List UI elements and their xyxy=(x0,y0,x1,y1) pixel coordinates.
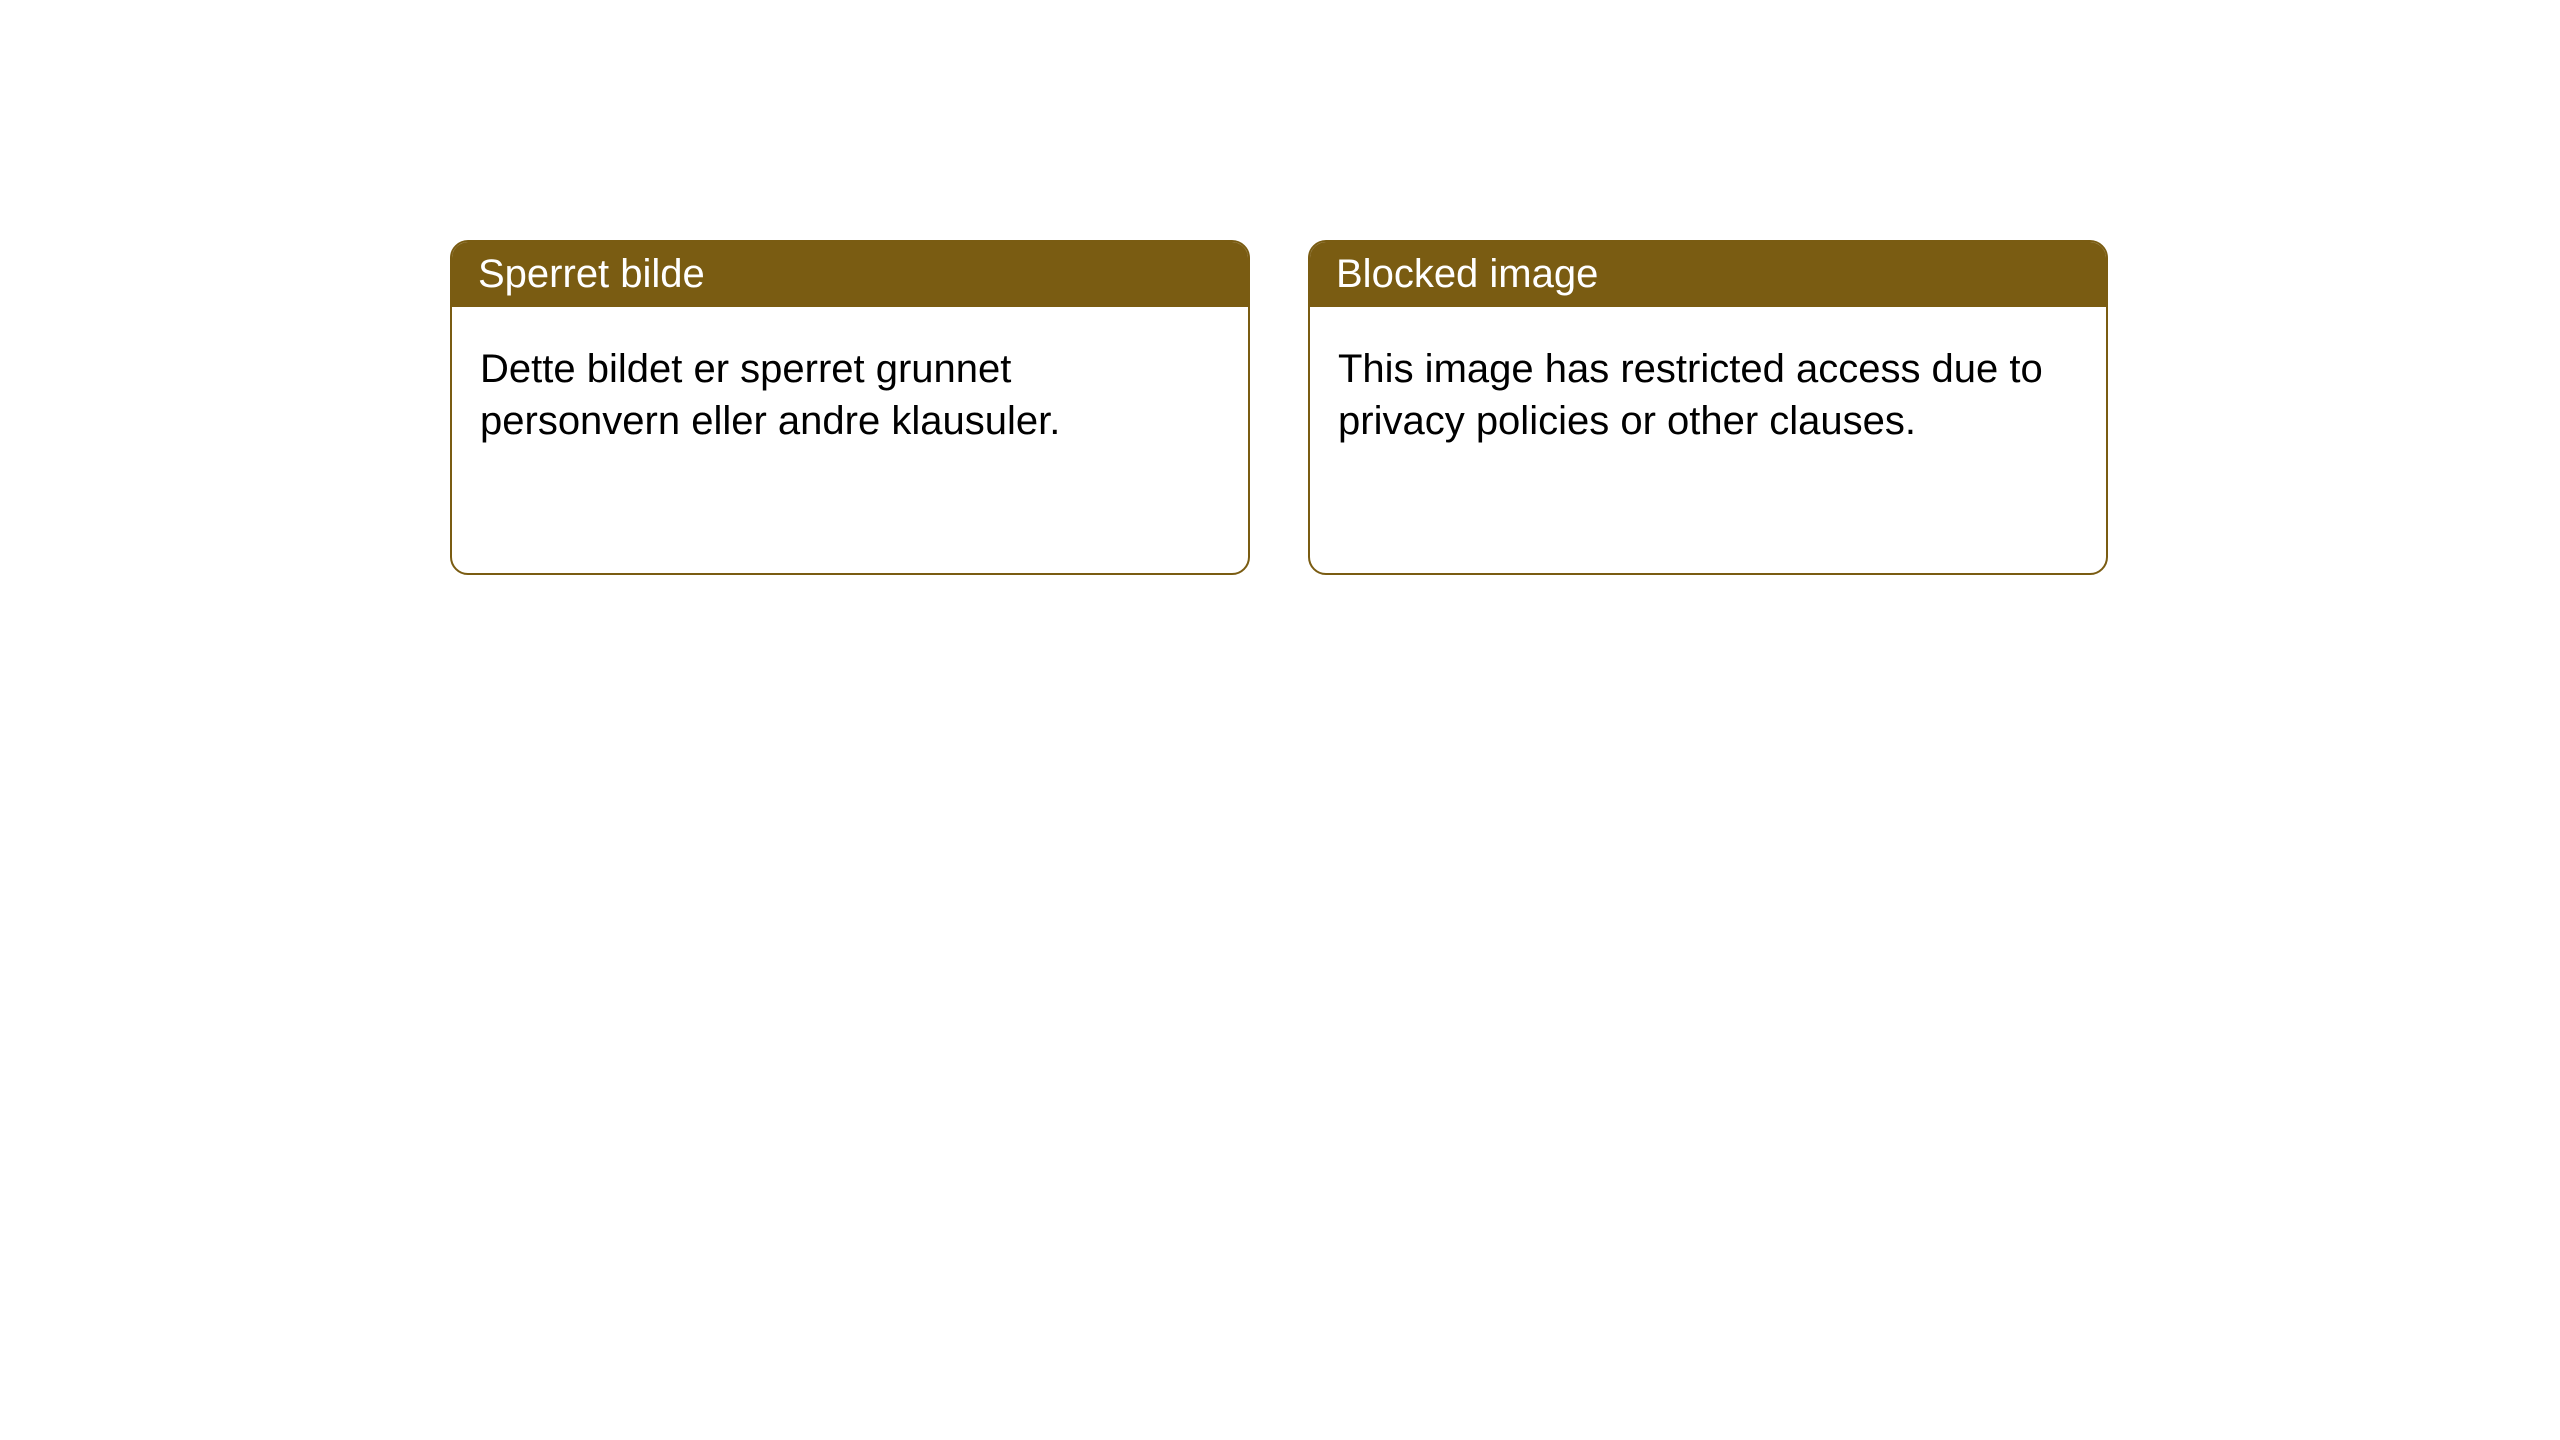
notice-card-norwegian: Sperret bilde Dette bildet er sperret gr… xyxy=(450,240,1250,575)
notice-body: Dette bildet er sperret grunnet personve… xyxy=(452,307,1248,483)
notice-title: Blocked image xyxy=(1336,252,1598,296)
notice-header: Blocked image xyxy=(1310,242,2106,307)
notice-body-text: Dette bildet er sperret grunnet personve… xyxy=(480,347,1060,443)
notice-title: Sperret bilde xyxy=(478,252,705,296)
notice-body-text: This image has restricted access due to … xyxy=(1338,347,2043,443)
notice-container: Sperret bilde Dette bildet er sperret gr… xyxy=(0,0,2560,575)
notice-body: This image has restricted access due to … xyxy=(1310,307,2106,483)
notice-card-english: Blocked image This image has restricted … xyxy=(1308,240,2108,575)
notice-header: Sperret bilde xyxy=(452,242,1248,307)
